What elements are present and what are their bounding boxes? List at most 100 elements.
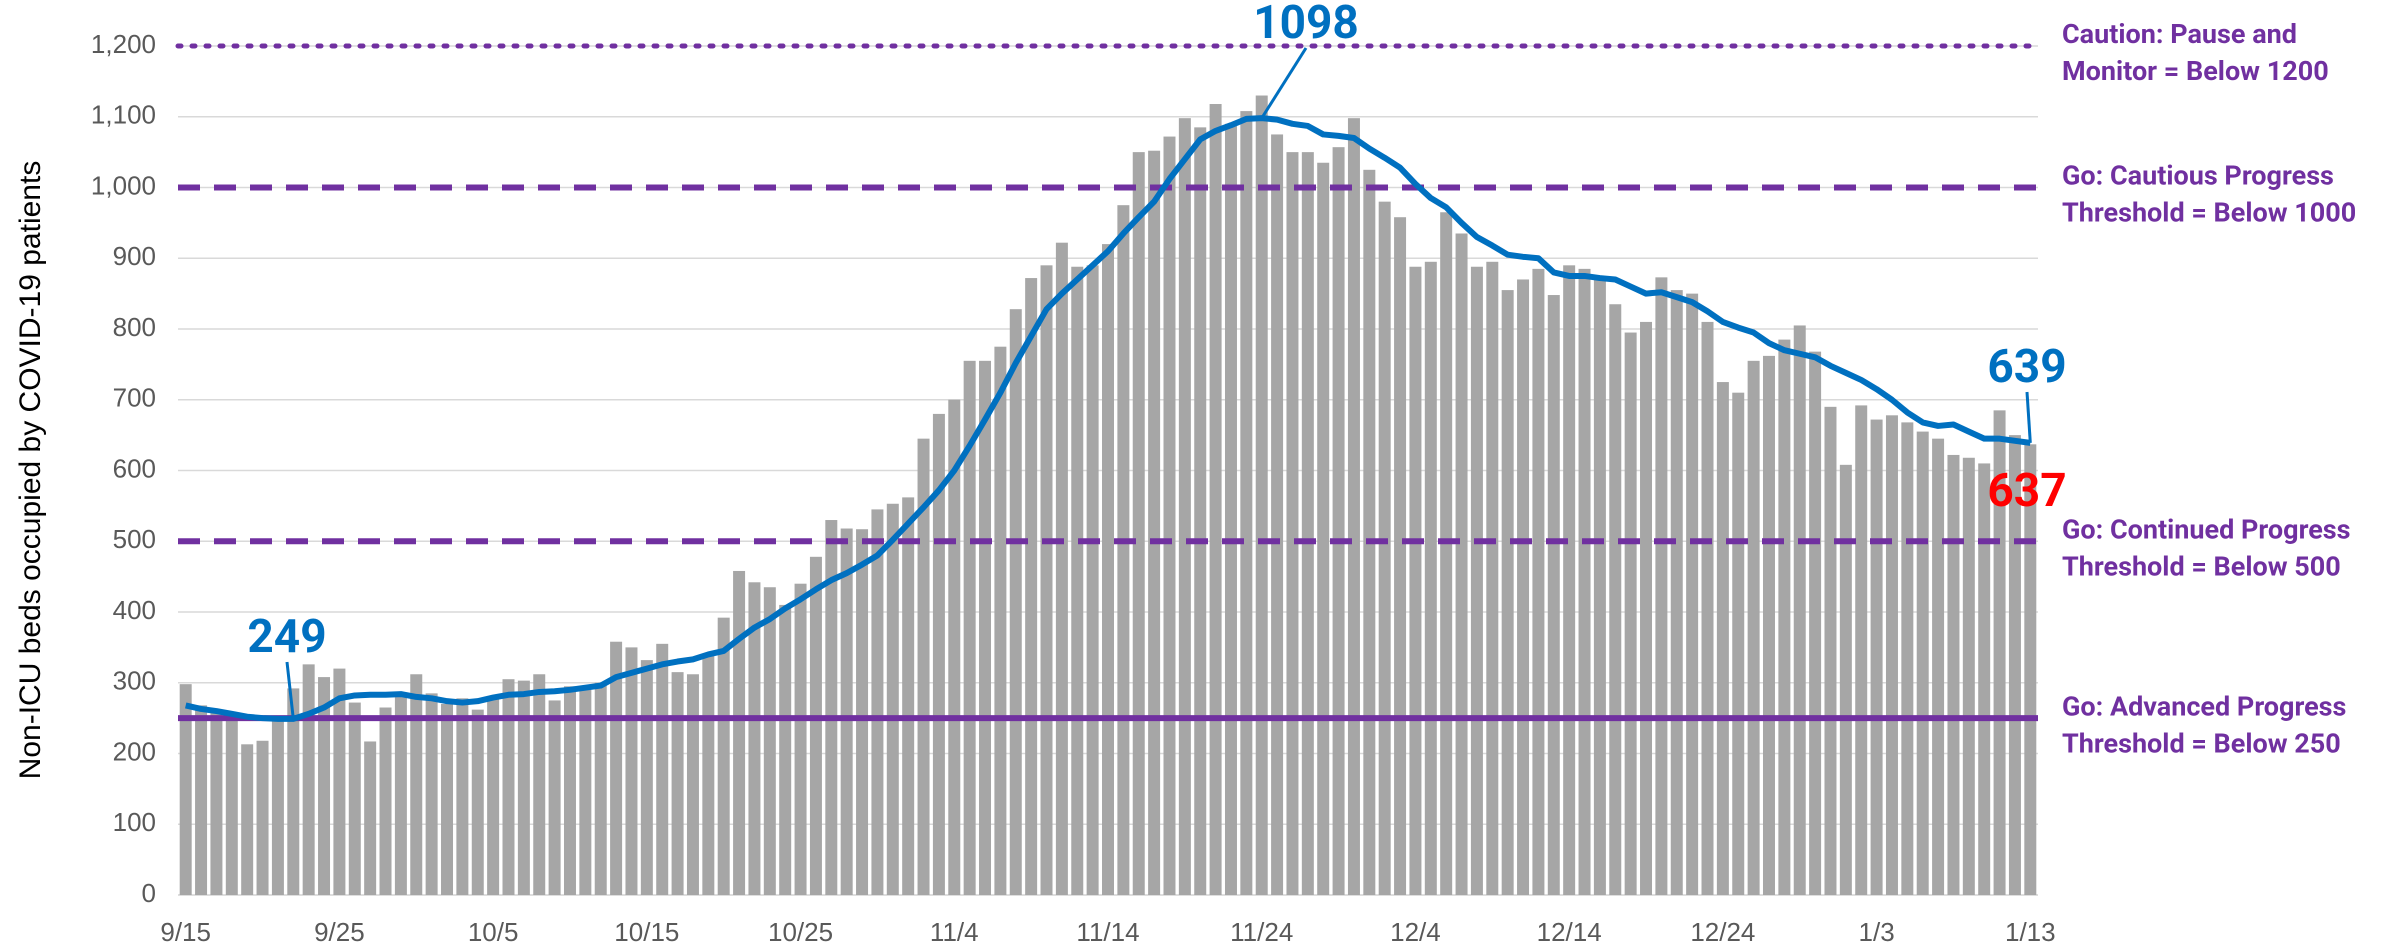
annotation: 637 (1987, 464, 2066, 518)
bar (1978, 463, 1991, 895)
bar (379, 707, 392, 895)
threshold-label: Monitor = Below 1200 (2062, 55, 2329, 87)
bar (1962, 457, 1975, 895)
bar (1640, 321, 1653, 895)
bar (1009, 309, 1022, 895)
bar (932, 413, 945, 895)
y-tick-label: 700 (113, 383, 156, 413)
bar (1686, 293, 1699, 895)
bar (1547, 295, 1560, 895)
bar (1455, 233, 1468, 896)
bar (1055, 242, 1068, 895)
bar (1332, 147, 1345, 896)
bar (1670, 290, 1683, 895)
bar (1117, 205, 1130, 895)
y-tick-label: 800 (113, 312, 156, 342)
x-tick-label: 11/24 (1230, 917, 1293, 947)
line (185, 115, 2031, 722)
bar (1578, 268, 1591, 895)
bar (840, 528, 853, 895)
y-tick-label: 1,200 (91, 29, 156, 59)
bar (256, 740, 269, 895)
bar (548, 700, 561, 895)
bar (1486, 261, 1499, 896)
y-tick-label: 200 (113, 736, 156, 766)
bar (2024, 444, 2037, 895)
bar (702, 654, 715, 895)
bar (610, 641, 623, 895)
bar (271, 719, 284, 895)
x-tick-label: 10/5 (468, 917, 519, 947)
bar (1778, 339, 1791, 895)
bar (1932, 438, 1945, 895)
bar (1132, 152, 1145, 895)
bar (1394, 217, 1407, 896)
bar (456, 698, 469, 895)
bar (1624, 332, 1637, 896)
bar (948, 399, 961, 895)
bar (1855, 405, 1868, 895)
bar (1793, 325, 1806, 895)
bar (1593, 279, 1606, 896)
bar (287, 688, 300, 895)
bar (825, 520, 838, 895)
bar (1194, 127, 1207, 896)
x-tick-label: 11/14 (1076, 917, 1139, 947)
y-tick-label: 900 (113, 241, 156, 271)
annotation: 249 (247, 610, 326, 664)
bar (517, 680, 530, 895)
bar (563, 686, 576, 895)
bar (979, 360, 992, 895)
bar (1178, 118, 1191, 896)
bar (748, 582, 761, 895)
bar (333, 668, 346, 895)
bar (686, 674, 699, 895)
bar (1102, 244, 1114, 896)
x-tick-label: 10/25 (768, 917, 833, 947)
bar (594, 682, 607, 895)
bar (902, 497, 915, 895)
bar (1424, 261, 1437, 896)
bar (1762, 355, 1775, 895)
threshold-label: Threshold = Below 250 (2062, 727, 2341, 759)
bar (1163, 136, 1176, 895)
bar (425, 693, 438, 895)
threshold-label: Go: Cautious Progress (2062, 160, 2334, 192)
bar (1947, 454, 1960, 895)
bar (1071, 266, 1084, 895)
x-tick-label: 12/24 (1690, 917, 1755, 947)
y-axis-label: Non-ICU beds occupied by COVID-19 patien… (14, 161, 47, 780)
y-tick-label: 100 (113, 807, 156, 837)
bar (225, 718, 238, 895)
bar (410, 674, 423, 895)
bar (502, 679, 515, 895)
threshold-label: Threshold = Below 500 (2062, 550, 2341, 582)
threshold-label: Threshold = Below 1000 (2062, 197, 2356, 229)
x-tick-label: 10/15 (614, 917, 679, 947)
bar (318, 677, 331, 895)
bar (1809, 351, 1822, 895)
annotation: 1098 (1253, 0, 1359, 50)
bar (1517, 279, 1530, 896)
bar (1701, 321, 1714, 895)
bar (763, 587, 776, 895)
bar (1317, 162, 1330, 896)
bar (2008, 435, 2021, 895)
bar (809, 556, 822, 895)
bar (1885, 415, 1898, 895)
bar (794, 583, 807, 895)
annotation-leader (1260, 47, 1308, 119)
bar (1609, 304, 1622, 895)
threshold-label: Go: Continued Progress (2062, 513, 2351, 545)
bar (1824, 406, 1837, 895)
bar (1732, 392, 1745, 895)
bar (1716, 382, 1729, 895)
bar (1409, 266, 1422, 895)
bar (1209, 104, 1222, 895)
bar (1901, 422, 1914, 895)
bar (1655, 277, 1668, 895)
bar (1440, 212, 1453, 895)
x-tick-label: 1/3 (1859, 917, 1895, 947)
